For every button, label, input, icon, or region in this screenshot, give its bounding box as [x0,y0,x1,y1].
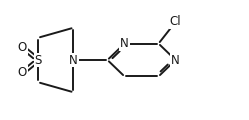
Text: O: O [18,41,27,54]
Text: N: N [120,37,129,50]
Text: O: O [18,66,27,79]
Text: N: N [69,54,78,66]
Text: N: N [171,54,180,66]
Text: S: S [34,54,42,66]
Text: Cl: Cl [170,15,181,28]
